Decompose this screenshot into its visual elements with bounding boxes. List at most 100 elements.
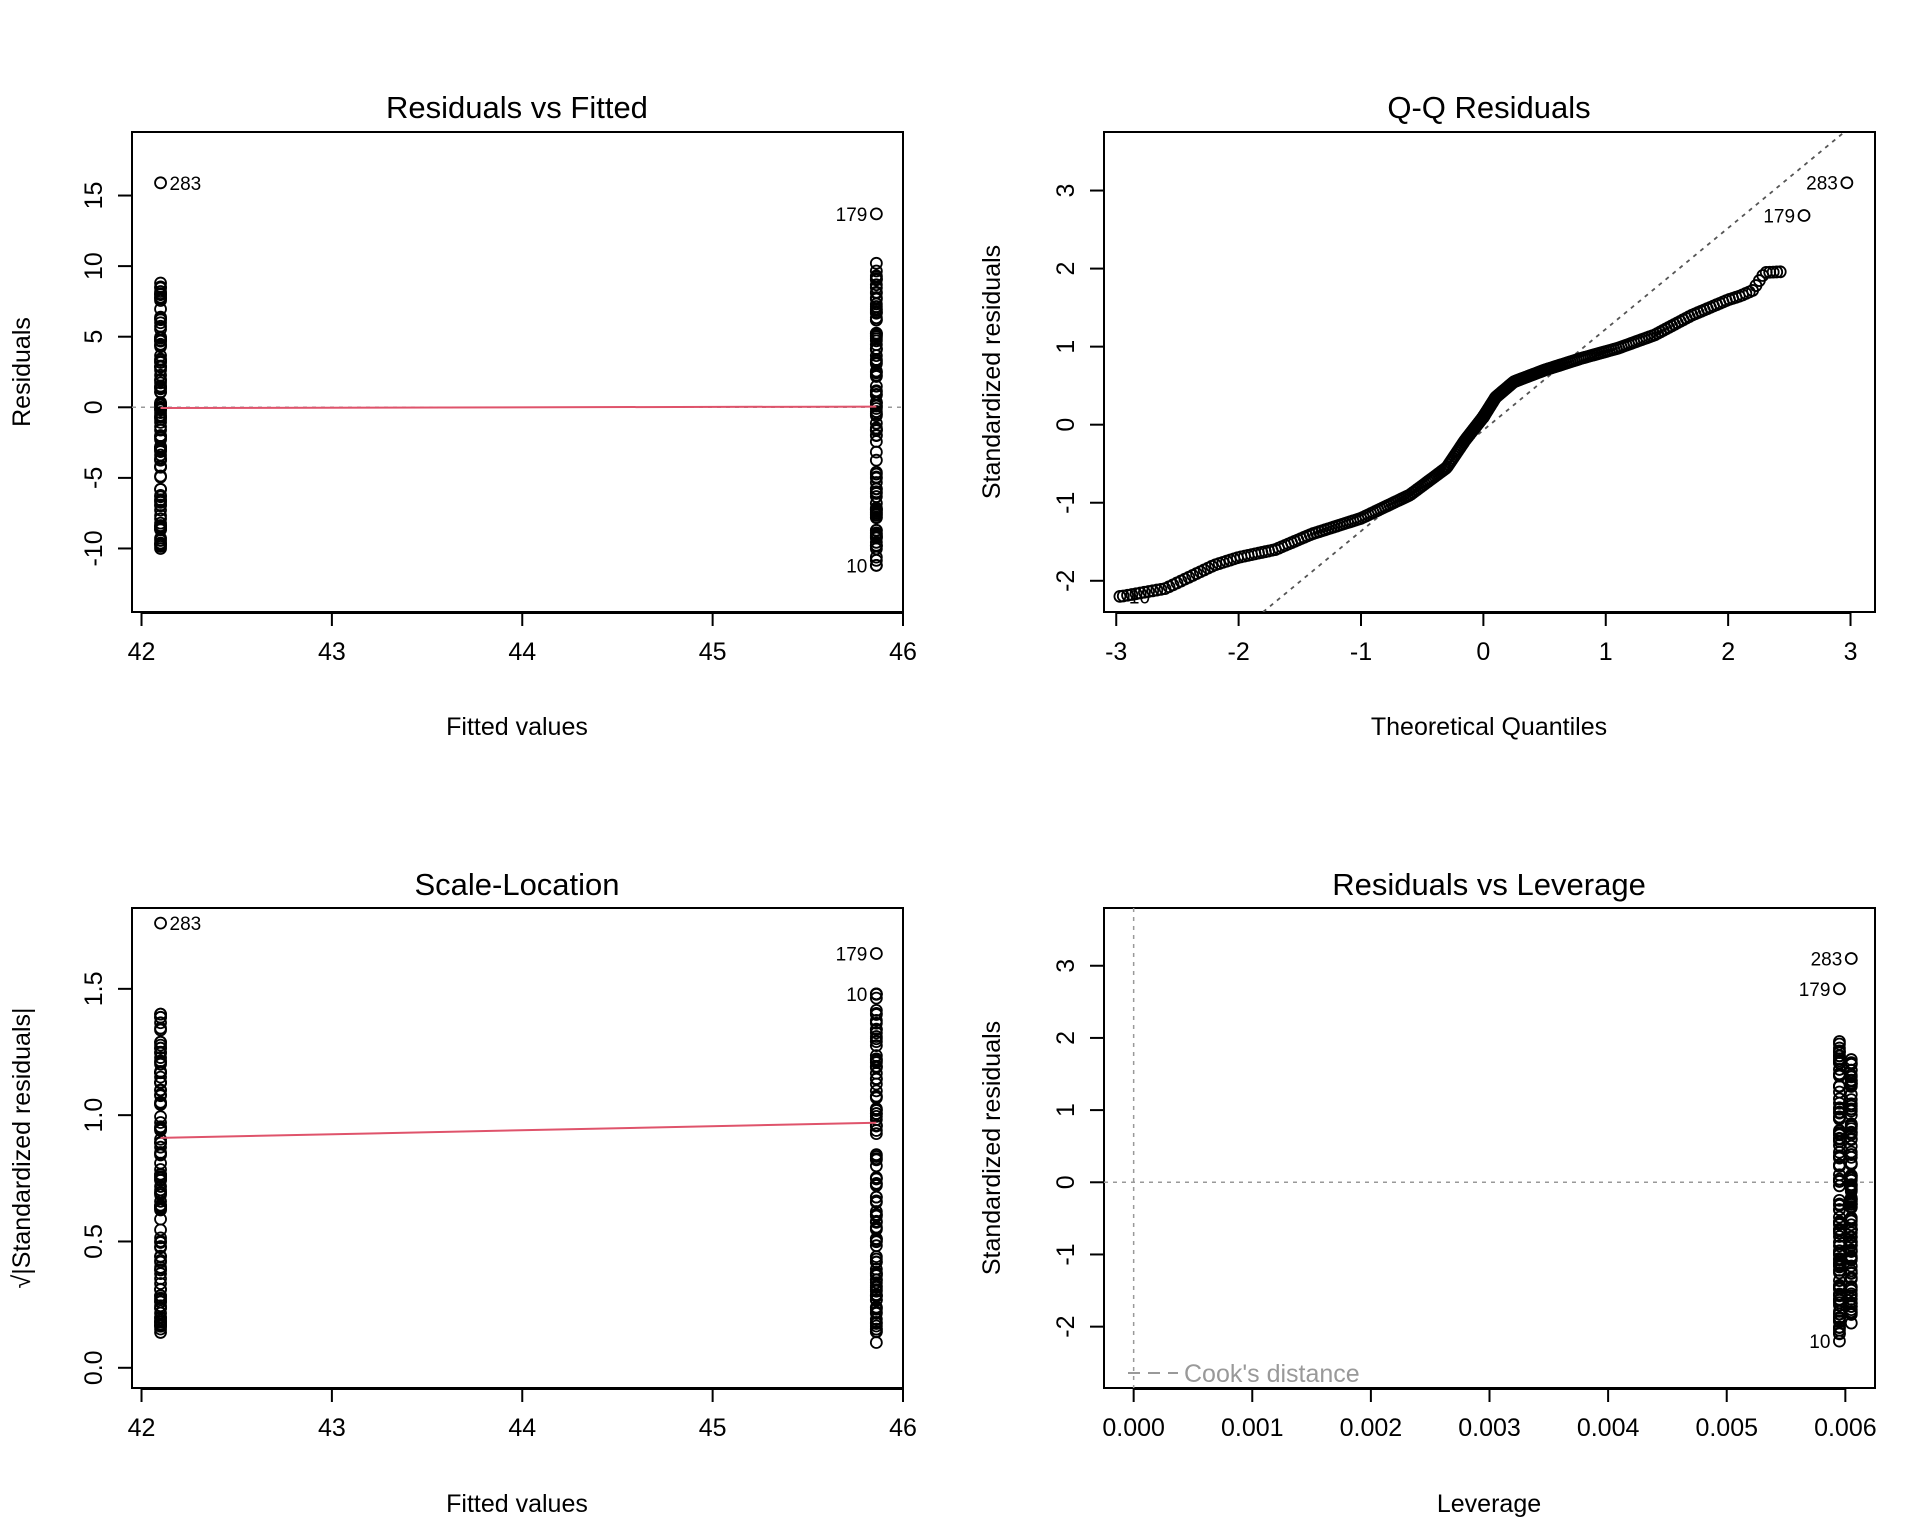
data-point (869, 1220, 883, 1234)
data-point (1833, 1260, 1846, 1274)
point-label: 283 (170, 914, 202, 935)
y-tick-label: 2 (1052, 262, 1080, 276)
point-label: 179 (1799, 980, 1831, 1001)
x-tick-label: 45 (699, 638, 727, 666)
data-point (154, 1240, 167, 1253)
data-point (1844, 1243, 1858, 1257)
data-point (1844, 1119, 1858, 1133)
data-point (154, 536, 167, 550)
data-point (1844, 1158, 1858, 1172)
data-point (154, 1123, 167, 1137)
data-point (869, 1039, 883, 1053)
data-point (154, 431, 167, 445)
data-point (869, 1269, 883, 1282)
data-point (154, 1016, 167, 1030)
x-tick-label: 0.000 (1102, 1414, 1165, 1442)
point-label: 10 (1809, 1332, 1830, 1353)
data-point (869, 1177, 883, 1190)
point-label: 10 (1129, 587, 1150, 608)
data-point (869, 292, 883, 306)
data-point (154, 1148, 167, 1162)
data-point (1844, 1230, 1858, 1244)
data-point (154, 373, 167, 386)
data-point (869, 550, 883, 564)
x-tick-label: 44 (508, 1414, 536, 1442)
data-point (869, 487, 883, 500)
data-point (154, 1180, 167, 1193)
x-tick-label: 0.002 (1340, 1414, 1403, 1442)
x-tick-label: 0.005 (1695, 1414, 1758, 1442)
data-point (154, 368, 167, 382)
data-point (154, 516, 167, 530)
plot-area: 283 179 10 (132, 174, 903, 577)
data-point (869, 453, 883, 467)
x-tick-label: -1 (1350, 638, 1372, 666)
y-axis: -2 -1 0 1 2 3 (1052, 959, 1104, 1338)
point-label: 179 (836, 944, 868, 965)
data-point (154, 1319, 167, 1333)
data-point (154, 523, 167, 537)
data-point (869, 1190, 883, 1204)
data-point (154, 1234, 167, 1248)
data-point (869, 1003, 883, 1017)
data-point (154, 1272, 167, 1286)
data-point (869, 1336, 883, 1349)
y-tick-label: 3 (1052, 959, 1080, 973)
x-axis-label: Theoretical Quantiles (1371, 713, 1607, 741)
data-point (1833, 1149, 1846, 1163)
data-point (154, 1095, 167, 1109)
data-point (154, 509, 167, 522)
plot-area: 283 179 10 (1113, 131, 1854, 613)
x-tick-label: -2 (1228, 638, 1250, 666)
legend: Cook's distance (1128, 1360, 1360, 1388)
data-point (154, 1249, 167, 1263)
labeled-data-point (1113, 589, 1127, 603)
data-point (1844, 1296, 1858, 1310)
x-tick-label: 46 (889, 638, 917, 666)
data-point (154, 385, 167, 399)
data-point (1833, 1063, 1846, 1076)
y-tick-label: -1 (1052, 1243, 1080, 1265)
plot-frame (1103, 907, 1876, 1389)
data-point (1833, 1037, 1846, 1051)
data-point (1833, 1105, 1846, 1119)
data-point (154, 1070, 167, 1084)
data-point (154, 1310, 167, 1324)
point-label: 283 (170, 174, 202, 195)
data-point (869, 1153, 883, 1167)
x-tick-label: 43 (318, 1414, 346, 1442)
data-point (1844, 1305, 1858, 1319)
data-point (1833, 1274, 1846, 1287)
data-point (154, 1051, 167, 1064)
data-point (869, 326, 883, 340)
data-point (154, 531, 167, 545)
x-tick-label: 1 (1599, 638, 1613, 666)
data-point (154, 1201, 167, 1215)
data-point (154, 1167, 167, 1181)
data-point (154, 382, 167, 396)
y-tick-label: 10 (80, 252, 108, 280)
data-point (154, 488, 167, 502)
x-axis: 42 43 44 45 46 (128, 1388, 917, 1442)
x-axis: 0.000 0.001 0.002 0.003 0.004 0.005 0.006 (1102, 1388, 1877, 1442)
y-tick-label: -2 (1052, 570, 1080, 592)
data-point (1833, 1110, 1846, 1124)
data-point (1833, 1198, 1846, 1212)
labeled-data-point (154, 916, 167, 930)
y-tick-label: 2 (1052, 1031, 1080, 1045)
data-point (1844, 1077, 1858, 1090)
y-tick-label: 1.0 (80, 1098, 108, 1133)
x-tick-label: 45 (699, 1414, 727, 1442)
x-axis: -3 -2 -1 0 1 2 3 (1105, 612, 1857, 666)
data-point (869, 1032, 883, 1046)
data-point (154, 1010, 167, 1024)
data-point (154, 1083, 167, 1097)
y-axis: -2 -1 0 1 2 3 (1052, 184, 1104, 592)
x-tick-label: 0.001 (1221, 1414, 1284, 1442)
qq-residuals-panel: Q-Q Residuals 283 179 10 -3 -2 -1 0 1 2 3 -2 -1 0 1… (978, 90, 1876, 741)
x-tick-label: 43 (318, 638, 346, 666)
x-tick-label: 2 (1721, 638, 1735, 666)
